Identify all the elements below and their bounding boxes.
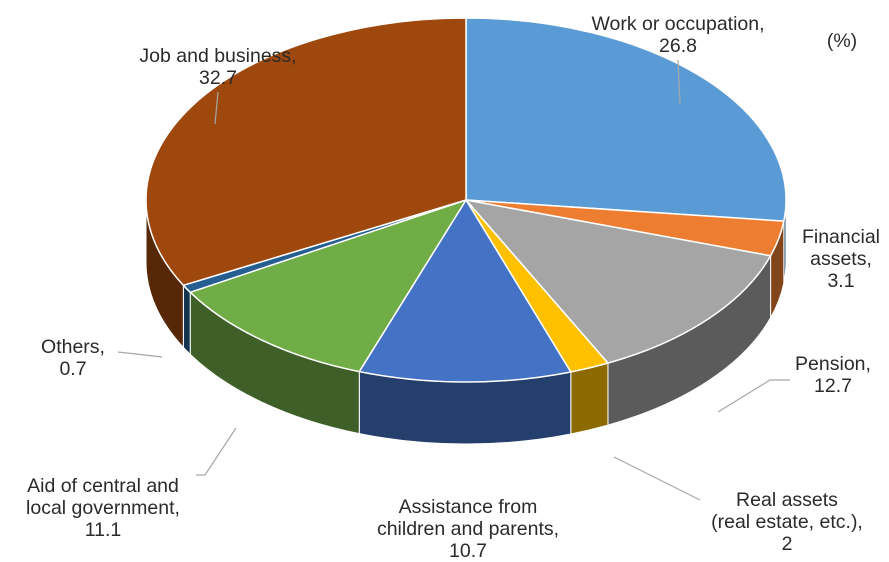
slice-label-line: assets, bbox=[810, 248, 872, 270]
slice-label-line: local government, bbox=[26, 497, 180, 519]
leader-line bbox=[214, 91, 219, 125]
slice-label: Others, 0.7 bbox=[41, 336, 105, 380]
slice-label-line: Real assets bbox=[736, 489, 838, 511]
pie-slices bbox=[145, 17, 787, 383]
slice-label: Work or occupation, 26.8 bbox=[591, 13, 764, 57]
leader-line bbox=[117, 351, 163, 358]
slice-label-line: children and parents, bbox=[377, 518, 559, 540]
unit-label: (%) bbox=[827, 30, 857, 52]
leader-line bbox=[613, 456, 701, 501]
slice-side bbox=[570, 362, 609, 435]
slice-label: Aid of central and local government, 11.1 bbox=[26, 475, 180, 541]
slice-label-line: Others, bbox=[41, 336, 105, 358]
slice-label-line: 3.1 bbox=[827, 270, 854, 292]
slice-label-line: 11.1 bbox=[85, 519, 122, 541]
slice-side bbox=[182, 284, 191, 356]
slice-label-line: Job and business, bbox=[139, 45, 296, 67]
pie-slice bbox=[358, 198, 573, 383]
leader-lines bbox=[117, 59, 790, 501]
slice-label-line: Work or occupation, bbox=[591, 13, 764, 35]
pie-slice bbox=[465, 17, 787, 222]
slice-label: Real assets (real estate, etc.), 2 bbox=[711, 489, 863, 555]
slice-label-line: 26.8 bbox=[659, 35, 697, 57]
pie-slice bbox=[464, 198, 772, 364]
slice-label-line: 12.7 bbox=[814, 375, 852, 397]
slice-label: Job and business, 32.7 bbox=[139, 45, 296, 89]
leader-line bbox=[677, 59, 681, 105]
slice-label-line: 0.7 bbox=[59, 358, 86, 380]
leader-line bbox=[196, 427, 237, 476]
slice-label-line: (real estate, etc.), bbox=[711, 511, 863, 533]
slice-label-line: 10.7 bbox=[449, 540, 487, 562]
pie-slice bbox=[188, 198, 468, 373]
leader-line bbox=[717, 379, 790, 413]
slice-label-line: Pension, bbox=[795, 353, 871, 375]
slice-label: Pension, 12.7 bbox=[795, 353, 871, 397]
slice-label: Financial assets, 3.1 bbox=[802, 226, 880, 292]
slice-label-line: Financial bbox=[802, 226, 880, 248]
slice-label-line: Aid of central and bbox=[27, 475, 179, 497]
slice-label-line: Assistance from bbox=[399, 496, 538, 518]
slice-label-line: 32.7 bbox=[199, 67, 237, 89]
slice-label-line: 2 bbox=[782, 533, 793, 555]
slice-label: Assistance from children and parents, 10.7 bbox=[377, 496, 559, 562]
pie-slice bbox=[145, 17, 467, 287]
